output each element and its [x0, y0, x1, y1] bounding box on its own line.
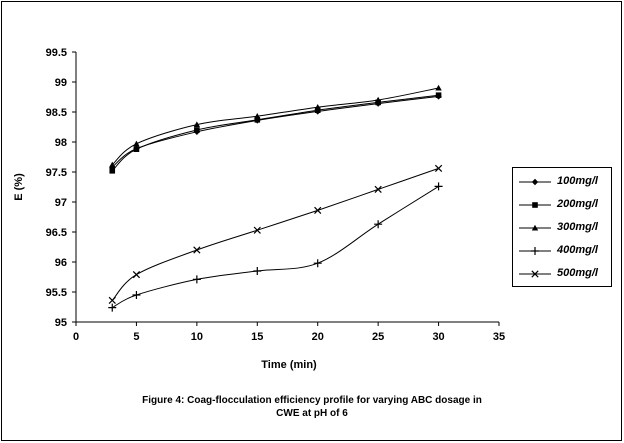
legend-swatch	[519, 247, 551, 255]
data-point	[314, 107, 321, 113]
data-point	[374, 96, 382, 103]
data-point	[109, 161, 116, 168]
series-layer	[108, 84, 443, 312]
legend-marker	[531, 247, 539, 255]
legend-label: 200mg/l	[557, 198, 598, 210]
legend-item: 300mg/l	[517, 220, 611, 236]
legend-item: 500mg/l	[517, 266, 611, 282]
series-line	[111, 94, 439, 172]
x-tick-label: 0	[73, 331, 79, 343]
data-point	[435, 92, 442, 98]
legend-label: 500mg/l	[557, 267, 598, 279]
data-point	[109, 168, 116, 174]
data-point	[314, 206, 322, 215]
data-point	[193, 121, 201, 128]
legend-swatch	[519, 178, 551, 186]
y-tick-label: 96.5	[46, 227, 67, 239]
data-point	[434, 182, 443, 191]
legend-swatch	[519, 224, 551, 231]
x-tick-label: 5	[133, 331, 139, 343]
series-line	[111, 87, 439, 166]
legend-label: 100mg/l	[557, 175, 598, 187]
x-tick-label: 35	[493, 331, 505, 343]
series-diamond	[109, 93, 442, 171]
data-point	[133, 146, 140, 152]
chart-axes: 0 5 10 15 20 25 30 35 95 95.5 96 96.5 97 97.5 98 98.5 99…	[46, 47, 506, 343]
legend-item: 100mg/l	[517, 174, 611, 190]
y-tick-label: 95.5	[46, 287, 67, 299]
series-square	[109, 92, 442, 174]
x-tick-label: 30	[432, 331, 444, 343]
data-point	[254, 117, 261, 123]
data-point	[108, 303, 117, 312]
data-point	[193, 246, 201, 254]
data-point	[374, 220, 383, 229]
data-point	[254, 113, 261, 119]
legend-swatch	[519, 270, 551, 278]
legend-marker	[532, 202, 538, 208]
data-point	[253, 226, 261, 234]
figure-caption: Figure 4: Coag-flocculation efficiency p…	[62, 394, 562, 420]
series-line	[112, 185, 439, 309]
series-line	[111, 95, 439, 168]
data-point	[314, 104, 321, 110]
x-tick-label: 20	[312, 331, 324, 343]
legend-label: 400mg/l	[557, 244, 598, 256]
data-point	[132, 270, 141, 279]
legend-item: 200mg/l	[517, 197, 611, 213]
y-axis-title: E (%)	[13, 173, 25, 201]
legend-marker	[531, 270, 539, 278]
data-point	[132, 291, 141, 299]
x-axis-title: Time (min)	[261, 359, 317, 371]
x-tick-label: 25	[372, 331, 384, 343]
series-plus	[108, 182, 443, 312]
data-point	[192, 275, 201, 284]
x-tick-label: 15	[251, 331, 263, 343]
y-tick-label: 97.5	[46, 167, 67, 179]
data-point	[434, 164, 443, 173]
data-point	[253, 267, 262, 275]
legend-marker	[531, 178, 539, 186]
series-x	[108, 164, 443, 305]
y-tick-label: 96	[55, 257, 67, 269]
legend-label: 300mg/l	[557, 221, 598, 233]
data-point	[435, 84, 442, 91]
y-tick-label: 99	[55, 77, 67, 89]
data-point	[194, 127, 200, 133]
y-tick-label: 98	[55, 137, 67, 149]
caption-line-1: Figure 4: Coag-flocculation efficiency p…	[142, 395, 482, 406]
legend-item: 400mg/l	[517, 243, 611, 259]
data-point	[108, 296, 116, 305]
series-triangle	[109, 84, 442, 168]
data-point	[374, 185, 382, 194]
chart-legend: 100mg/l 200mg/l 300mg/l 400mg/l 500mg/l	[512, 167, 612, 287]
legend-swatch	[519, 202, 551, 208]
caption-line-2: CWE at pH of 6	[276, 408, 348, 419]
legend-marker	[531, 224, 539, 231]
data-point	[313, 259, 322, 268]
y-tick-label: 95	[55, 317, 67, 329]
y-tick-label: 97	[55, 197, 67, 209]
y-tick-label: 98.5	[46, 107, 67, 119]
series-line	[111, 167, 439, 301]
data-point	[133, 140, 140, 147]
y-tick-label: 99.5	[46, 47, 67, 59]
x-tick-label: 10	[191, 331, 203, 343]
